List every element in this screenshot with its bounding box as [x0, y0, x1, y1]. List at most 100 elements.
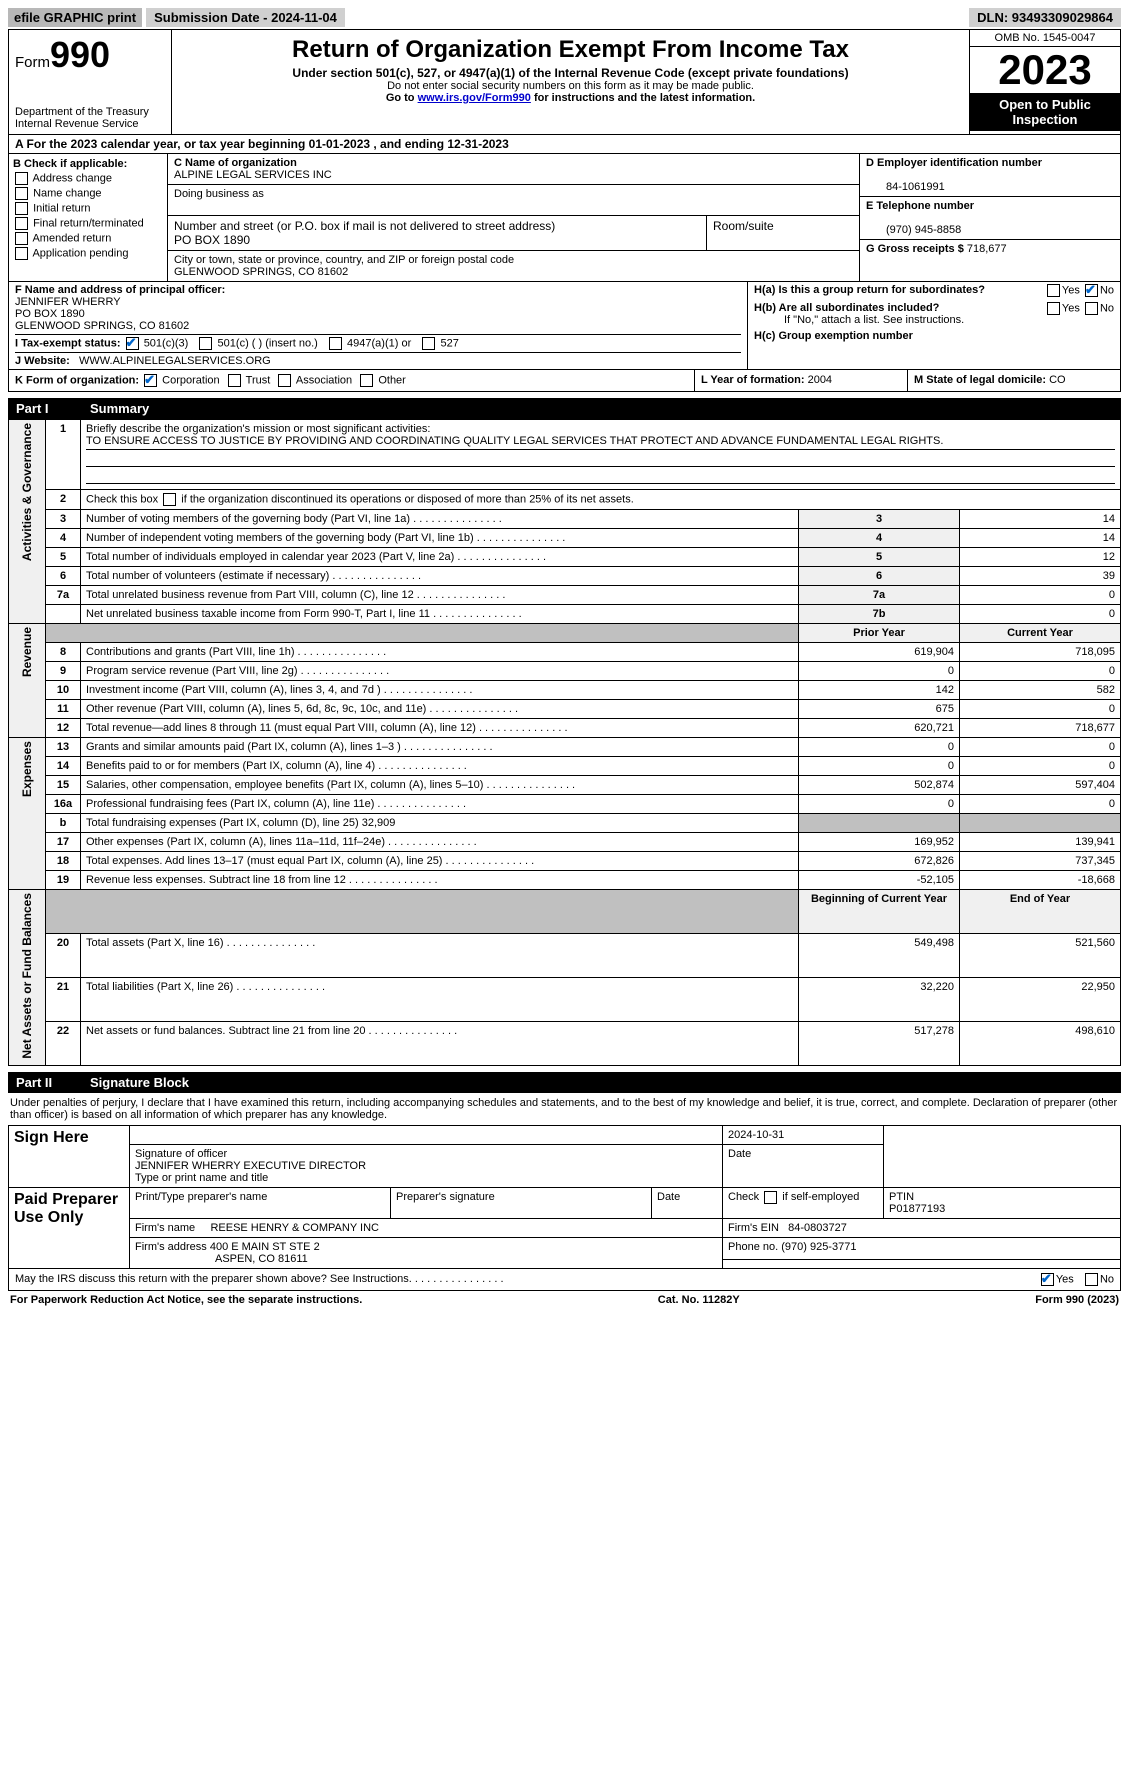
- b-opt-2: Initial return: [33, 202, 90, 214]
- c-label: C Name of organization: [174, 157, 297, 169]
- part-1-subtitle: Summary: [90, 401, 149, 416]
- firm-phone: (970) 925-3771: [781, 1241, 856, 1253]
- gross-receipts: 718,677: [967, 243, 1007, 255]
- irs-link[interactable]: www.irs.gov/Form990: [418, 92, 531, 104]
- checkbox-ha-yes[interactable]: [1047, 284, 1060, 297]
- firm-phone-label: Phone no.: [728, 1241, 778, 1253]
- paid-preparer-label: Paid Preparer Use Only: [9, 1187, 130, 1268]
- top-bar: efile GRAPHIC print Submission Date - 20…: [8, 8, 1121, 27]
- l-label: L Year of formation:: [701, 374, 805, 386]
- checkbox-4947[interactable]: [329, 337, 342, 350]
- firm-name: REESE HENRY & COMPANY INC: [210, 1222, 379, 1234]
- k-opt-0: Corporation: [162, 374, 219, 386]
- b-opt-4: Amended return: [32, 232, 111, 244]
- part-1-header: Part I Summary: [8, 398, 1121, 419]
- no-label-3: No: [1100, 1273, 1114, 1285]
- side-governance: Activities & Governance: [20, 423, 34, 561]
- g-label: G Gross receipts $: [866, 243, 964, 255]
- sig-officer-label: Signature of officer: [135, 1148, 227, 1160]
- form-subtitle: Under section 501(c), 527, or 4947(a)(1)…: [178, 66, 963, 80]
- prep-name-label: Print/Type preparer's name: [130, 1187, 391, 1218]
- checkbox-address-change[interactable]: [15, 172, 28, 185]
- checkbox-trust[interactable]: [228, 374, 241, 387]
- checkbox-amended[interactable]: [15, 232, 28, 245]
- checkbox-discuss-no[interactable]: [1085, 1273, 1098, 1286]
- yes-label-3: Yes: [1056, 1273, 1074, 1285]
- no-label-1: No: [1100, 284, 1114, 296]
- ptin-label: PTIN: [889, 1191, 914, 1203]
- i-opt-1: 501(c) ( ) (insert no.): [218, 337, 318, 349]
- hb-note: If "No," attach a list. See instructions…: [754, 314, 1114, 326]
- f-label: F Name and address of principal officer:: [15, 284, 741, 296]
- checkbox-name-change[interactable]: [15, 187, 28, 200]
- side-revenue: Revenue: [20, 627, 34, 677]
- open-public-label: Open to Public Inspection: [970, 93, 1120, 131]
- row-a-tax-year: A For the 2023 calendar year, or tax yea…: [8, 135, 1121, 154]
- b-opt-0: Address change: [32, 172, 112, 184]
- b-opt-5: Application pending: [32, 247, 128, 259]
- officer-street: PO BOX 1890: [15, 308, 741, 320]
- checkbox-final-return[interactable]: [15, 217, 28, 230]
- side-netassets: Net Assets or Fund Balances: [20, 893, 34, 1059]
- prep-date-label: Date: [652, 1187, 723, 1218]
- goto-suffix: for instructions and the latest informat…: [531, 92, 755, 104]
- side-expenses: Expenses: [20, 741, 34, 797]
- dba-label: Doing business as: [174, 188, 264, 200]
- footer-left: For Paperwork Reduction Act Notice, see …: [10, 1294, 362, 1306]
- checkbox-corp[interactable]: [144, 374, 157, 387]
- checkbox-app-pending[interactable]: [15, 247, 28, 260]
- firm-ein-label: Firm's EIN: [728, 1222, 779, 1234]
- type-name-label: Type or print name and title: [135, 1172, 268, 1184]
- d-label: D Employer identification number: [866, 157, 1042, 169]
- form-number: 990: [50, 34, 110, 75]
- street-label: Number and street (or P.O. box if mail i…: [174, 219, 555, 233]
- k-opt-1: Trust: [246, 374, 271, 386]
- firm-addr1: 400 E MAIN ST STE 2: [210, 1241, 320, 1253]
- row-k-l-m: K Form of organization: Corporation Trus…: [8, 370, 1121, 392]
- date-label: Date: [723, 1144, 884, 1187]
- section-b-g: B Check if applicable: Address change Na…: [8, 154, 1121, 282]
- ha-label: H(a) Is this a group return for subordin…: [754, 284, 985, 296]
- firm-ein: 84-0803727: [788, 1222, 847, 1234]
- discuss-text: May the IRS discuss this return with the…: [15, 1273, 1039, 1286]
- section-f-h: F Name and address of principal officer:…: [8, 282, 1121, 370]
- part-1-title: Part I: [16, 401, 76, 416]
- state-domicile: CO: [1049, 374, 1066, 386]
- street-value: PO BOX 1890: [174, 233, 250, 247]
- k-opt-3: Other: [378, 374, 406, 386]
- checkbox-527[interactable]: [422, 337, 435, 350]
- prep-sig-label: Preparer's signature: [391, 1187, 652, 1218]
- hc-label: H(c) Group exemption number: [754, 330, 1114, 342]
- signature-table: Sign Here 2024-10-31 Signature of office…: [8, 1125, 1121, 1269]
- checkbox-other[interactable]: [360, 374, 373, 387]
- department-label: Department of the Treasury Internal Reve…: [15, 106, 165, 130]
- checkbox-assoc[interactable]: [278, 374, 291, 387]
- no-label-2: No: [1100, 302, 1114, 314]
- efile-label: efile GRAPHIC print: [8, 8, 142, 27]
- ein-value: 84-1061991: [866, 181, 945, 193]
- checkbox-initial-return[interactable]: [15, 202, 28, 215]
- checkbox-hb-no[interactable]: [1085, 302, 1098, 315]
- yes-label-1: Yes: [1062, 284, 1080, 296]
- declaration-text: Under penalties of perjury, I declare th…: [8, 1093, 1121, 1125]
- checkbox-ha-no[interactable]: [1085, 284, 1098, 297]
- sign-here-label: Sign Here: [9, 1125, 130, 1187]
- k-label: K Form of organization:: [15, 374, 139, 386]
- checkbox-501c3[interactable]: [126, 337, 139, 350]
- sig-date: 2024-10-31: [723, 1125, 884, 1144]
- yes-label-2: Yes: [1062, 302, 1080, 314]
- part-2-subtitle: Signature Block: [90, 1075, 189, 1090]
- checkbox-501c[interactable]: [199, 337, 212, 350]
- checkbox-hb-yes[interactable]: [1047, 302, 1060, 315]
- b-opt-3: Final return/terminated: [33, 217, 144, 229]
- checkbox-self-employed[interactable]: [764, 1191, 777, 1204]
- form-note-1: Do not enter social security numbers on …: [178, 80, 963, 92]
- submission-date: Submission Date - 2024-11-04: [146, 8, 345, 27]
- checkbox-discontinued[interactable]: [163, 493, 176, 506]
- checkbox-discuss-yes[interactable]: [1041, 1273, 1054, 1286]
- ptin-value: P01877193: [889, 1203, 945, 1215]
- footer-mid: Cat. No. 11282Y: [658, 1294, 740, 1306]
- k-opt-2: Association: [296, 374, 352, 386]
- tax-year: 2023: [970, 47, 1120, 93]
- officer-sig-name: JENNIFER WHERRY EXECUTIVE DIRECTOR: [135, 1160, 366, 1172]
